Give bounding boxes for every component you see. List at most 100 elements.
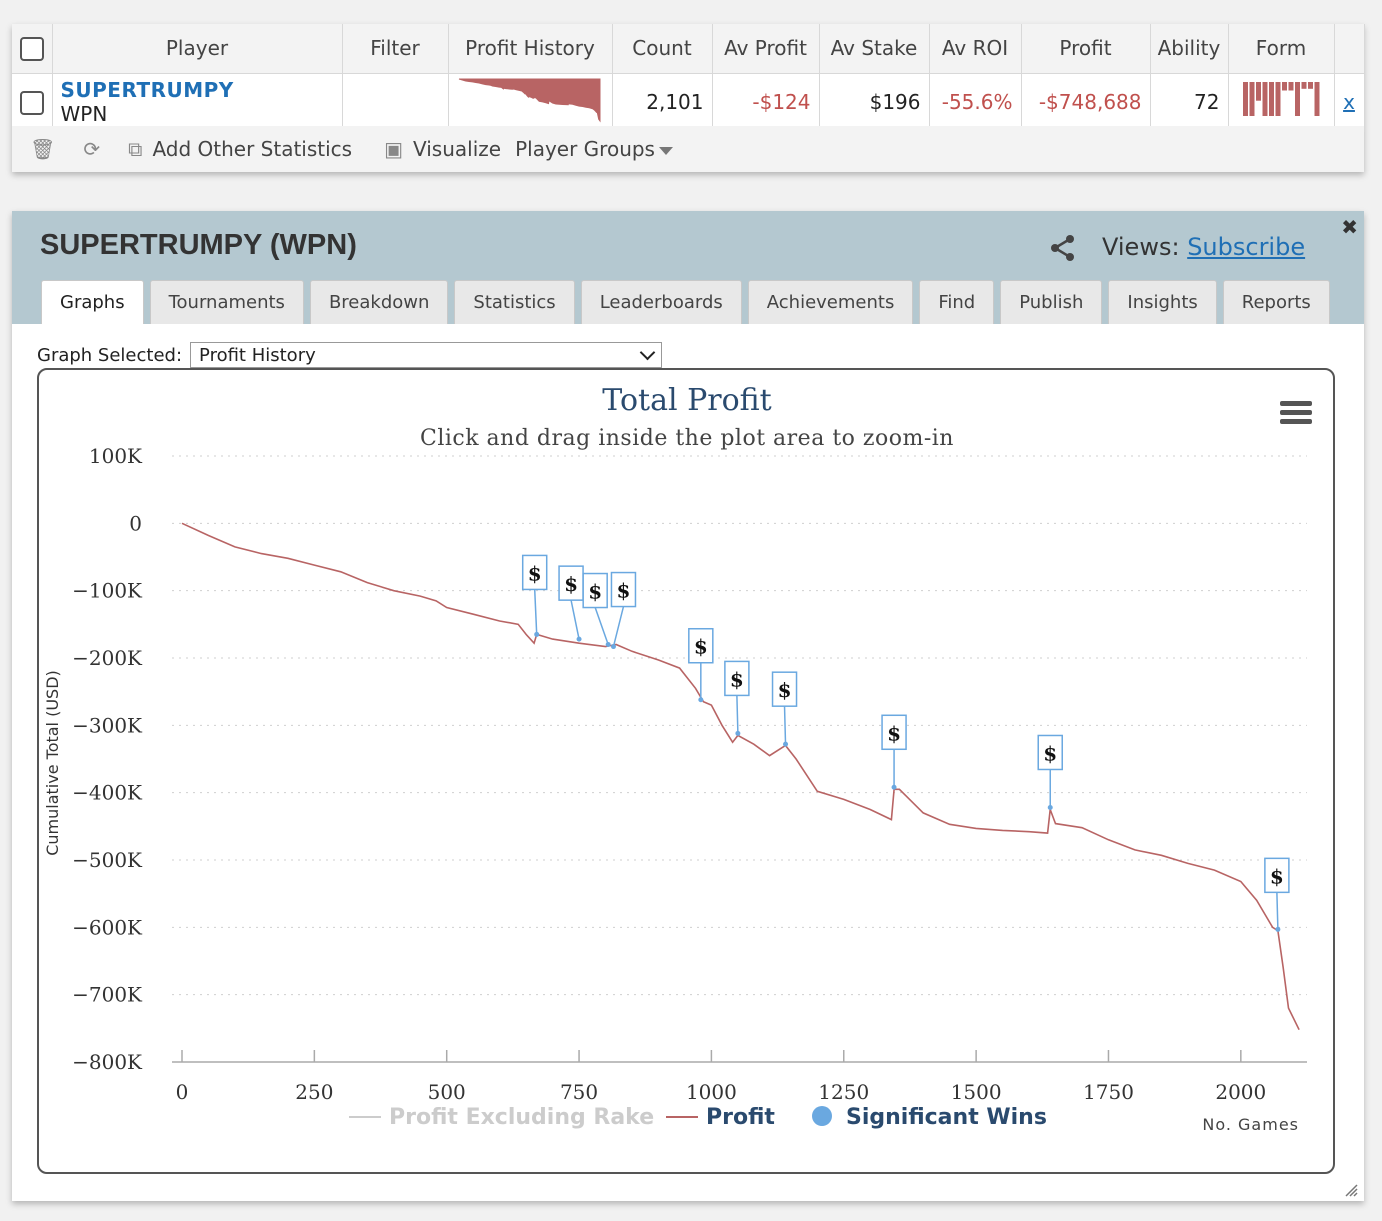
col-ability[interactable]: Ability	[1150, 24, 1229, 74]
graph-select-dropdown[interactable]: Profit History	[190, 342, 663, 368]
row-checkbox[interactable]	[19, 90, 44, 115]
legend-label: Significant Wins	[846, 1105, 1047, 1130]
significant-win-marker[interactable]: $	[1264, 857, 1290, 932]
resize-handle-icon[interactable]	[1344, 1183, 1358, 1197]
views-label: Views:	[1102, 233, 1180, 261]
select-all-cell[interactable]	[12, 24, 53, 74]
form-bar	[1314, 81, 1319, 116]
y-tick-label: −500K	[72, 848, 143, 872]
form-bar	[1288, 81, 1293, 90]
legend-label: Profit Excluding Rake	[389, 1105, 654, 1130]
significant-win-marker[interactable]: $	[771, 671, 798, 747]
remove-player-link[interactable]: x	[1343, 90, 1355, 114]
col-profit-history[interactable]: Profit History	[448, 24, 613, 74]
significant-win-marker[interactable]: $	[610, 571, 637, 650]
y-tick-label: 0	[129, 511, 142, 535]
col-player[interactable]: Player	[52, 24, 343, 74]
form-bar	[1242, 81, 1248, 116]
x-tick-label: 1250	[818, 1080, 869, 1104]
significant-win-marker[interactable]: $	[558, 565, 584, 642]
col-count[interactable]: Count	[612, 24, 713, 74]
graph-panel-header: SUPERTRUMPY (WPN) Views: Subscribe ✖ Gra…	[12, 211, 1364, 324]
x-tick-label: 1750	[1083, 1080, 1134, 1104]
caret-down-icon	[658, 146, 673, 155]
refresh-icon[interactable]: ⟳	[83, 137, 101, 161]
tab-achievements[interactable]: Achievements	[747, 280, 914, 324]
x-tick-label: 1000	[686, 1080, 737, 1104]
col-av-roi[interactable]: Av ROI	[929, 24, 1022, 74]
significant-win-marker[interactable]: $	[521, 554, 548, 637]
form-bar	[1307, 81, 1313, 89]
x-tick-label: 750	[560, 1080, 598, 1104]
significant-win-marker[interactable]: $	[582, 572, 611, 648]
tab-reports[interactable]: Reports	[1222, 280, 1330, 324]
subscribe-link[interactable]: Subscribe	[1187, 233, 1306, 261]
add-other-statistics-button[interactable]: Add Other Statistics	[152, 137, 353, 161]
tab-statistics[interactable]: Statistics	[454, 280, 575, 324]
x-tick-label: 1500	[951, 1080, 1002, 1104]
player-groups-label: Player Groups	[515, 137, 655, 161]
close-icon[interactable]: ✖	[1341, 215, 1358, 239]
col-filter[interactable]: Filter	[342, 24, 449, 74]
profit-history-sparkline[interactable]	[449, 74, 613, 126]
tab-tournaments[interactable]: Tournaments	[149, 280, 304, 324]
col-form[interactable]: Form	[1228, 24, 1335, 74]
significant-win-marker[interactable]: $	[1037, 734, 1063, 810]
player-groups-dropdown[interactable]: Player Groups	[515, 137, 673, 161]
tab-graphs[interactable]: Graphs	[41, 280, 144, 324]
form-bar	[1268, 81, 1274, 116]
marker-label: $	[1043, 741, 1057, 765]
tab-breakdown[interactable]: Breakdown	[309, 280, 449, 324]
tab-leaderboards[interactable]: Leaderboards	[580, 280, 742, 324]
visualize-button[interactable]: Visualize	[413, 137, 502, 161]
profit-series-line	[181, 522, 1300, 1031]
row-select-cell[interactable]	[12, 73, 53, 132]
add-stats-icon[interactable]: ⧉	[128, 137, 143, 161]
legend-profit[interactable]: Profit	[666, 1105, 775, 1130]
select-all-checkbox[interactable]	[19, 37, 44, 61]
form-bar	[1275, 81, 1280, 116]
trash-icon[interactable]: 🗑	[30, 137, 56, 161]
graph-select-value: Profit History	[199, 344, 316, 366]
player-cell: SUPERTRUMPY WPN	[52, 73, 343, 132]
significant-win-marker[interactable]: $	[688, 627, 714, 703]
total-profit-chart[interactable]: Total Profit Click and drag inside the pl…	[39, 370, 1333, 1172]
significant-win-marker[interactable]: $	[724, 660, 750, 736]
col-av-profit[interactable]: Av Profit	[712, 24, 820, 74]
chart-menu-icon[interactable]	[1280, 401, 1312, 424]
player-name-link[interactable]: SUPERTRUMPY	[60, 78, 234, 102]
form-bar	[1262, 81, 1267, 116]
y-tick-label: −200K	[72, 646, 143, 670]
count-value: 2,101	[612, 73, 713, 132]
chart-subtitle: Click and drag inside the plot area to z…	[420, 426, 954, 451]
share-icon[interactable]	[1048, 233, 1078, 263]
table-header-row: Player Filter Profit History Count Av Pr…	[12, 24, 1365, 74]
col-av-stake[interactable]: Av Stake	[819, 24, 930, 74]
y-tick-label: 100K	[89, 444, 143, 468]
form-bar	[1281, 81, 1287, 90]
significant-win-marker[interactable]: $	[881, 714, 907, 790]
tab-find[interactable]: Find	[919, 280, 995, 324]
col-profit[interactable]: Profit	[1021, 24, 1151, 74]
filter-cell	[342, 73, 449, 132]
av-profit-value: -$124	[712, 73, 820, 132]
legend-profit-excluding-rake[interactable]: Profit Excluding Rake	[349, 1105, 654, 1130]
form-bar	[1294, 81, 1300, 116]
y-axis-title: Cumulative Total (USD)	[43, 670, 62, 856]
av-roi-value: -55.6%	[929, 73, 1022, 132]
player-graph-panel: SUPERTRUMPY (WPN) Views: Subscribe ✖ Gra…	[12, 211, 1364, 1201]
marker-label: $	[528, 561, 542, 585]
tab-insights[interactable]: Insights	[1108, 280, 1217, 324]
chart-container[interactable]: Total Profit Click and drag inside the pl…	[37, 368, 1335, 1174]
tab-publish[interactable]: Publish	[1000, 280, 1103, 324]
marker-label: $	[1270, 864, 1284, 888]
marker-label: $	[564, 572, 578, 596]
visualize-icon[interactable]: ▣	[384, 137, 403, 161]
stats-toolbar: 🗑 ⟳ ⧉ Add Other Statistics ▣ Visualize P…	[12, 126, 1364, 172]
remove-cell: x	[1334, 73, 1365, 132]
legend-significant-wins[interactable]: Significant Wins	[812, 1105, 1047, 1130]
table-row: SUPERTRUMPY WPN 2,101 -$124 $196 -55.6% …	[12, 73, 1365, 132]
player-stats-panel: Player Filter Profit History Count Av Pr…	[12, 24, 1365, 172]
y-tick-label: −800K	[72, 1050, 143, 1074]
panel-tabs: Graphs Tournaments Breakdown Statistics Lead…	[41, 280, 1336, 324]
